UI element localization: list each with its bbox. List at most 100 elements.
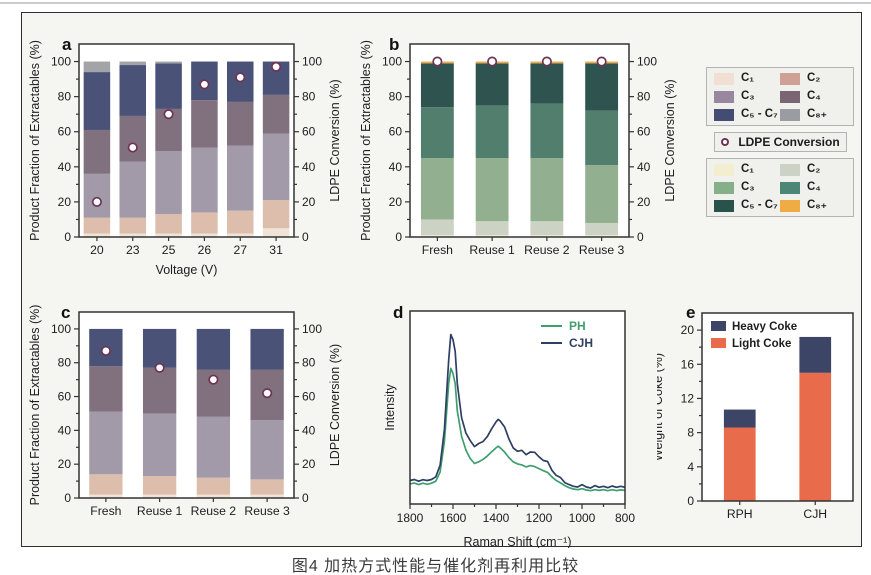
chart-text: CJH xyxy=(803,507,827,521)
chart-text: 80 xyxy=(389,90,403,104)
bar-segment-C4 xyxy=(119,115,147,162)
bar-segment-C1 xyxy=(89,494,123,498)
bar-segment-C2 xyxy=(585,222,619,236)
ph-spectrum-line xyxy=(409,367,626,492)
bar-segment-C5-C7 xyxy=(142,328,177,368)
legend-item-label: C₅ - C₇ xyxy=(741,199,778,211)
ldpe-conversion-point xyxy=(163,109,174,120)
legend-item: C₅ - C₇ xyxy=(714,108,780,121)
chart-text: 60 xyxy=(302,390,316,404)
legend-item-label: C₄ xyxy=(807,181,821,193)
chart-text: 1200 xyxy=(526,511,553,525)
chart-text: Heavy Coke xyxy=(732,321,797,333)
bar-segment-C5-C7 xyxy=(420,63,454,108)
bar-segment-C5-C7 xyxy=(250,328,284,370)
chart-text: Reuse 2 xyxy=(524,243,570,257)
legend-color-swatch xyxy=(714,181,734,194)
chart-text: 8 xyxy=(687,426,694,440)
bar-segment-C5-C7 xyxy=(585,63,619,111)
legend-color-swatch xyxy=(780,181,800,194)
bar-segment-C2 xyxy=(83,217,111,234)
chart-text: 23 xyxy=(126,243,140,257)
chart-text: Product Fraction of Extractables (%) xyxy=(28,305,42,506)
bar-segment-C1 xyxy=(585,235,619,237)
chart-text: 20 xyxy=(681,323,695,337)
chart-text: Intensity xyxy=(383,383,397,430)
ldpe-conversion-point xyxy=(541,56,552,67)
bar-segment-C2 xyxy=(89,474,123,495)
chart-text: 1600 xyxy=(440,511,467,525)
chart-text: CJH xyxy=(569,336,593,350)
bar-segment-C8+ xyxy=(83,61,111,73)
legend-color-swatch xyxy=(780,163,800,176)
legend-item: C₈₊ xyxy=(780,108,846,121)
legend-color-swatch xyxy=(714,72,734,85)
chart-text: Reuse 2 xyxy=(191,504,237,518)
chart-text: LDPE Conversion (%) xyxy=(663,79,677,201)
chart-text: 26 xyxy=(198,243,212,257)
bar-segment-Heavy Coke xyxy=(723,409,756,428)
bar-segment-C3 xyxy=(250,420,284,480)
figure-caption: 图4 加热方式性能与催化剂再利用比较 xyxy=(291,558,580,575)
bar-segment-C1 xyxy=(191,233,218,237)
bar-segment-C3 xyxy=(530,158,564,222)
chart-text: Fresh xyxy=(90,504,121,518)
bar-segment-C3 xyxy=(585,165,619,223)
legend-item-label: C₂ xyxy=(807,163,821,175)
panel-b-label: b xyxy=(389,35,400,54)
bar-segment-C4 xyxy=(475,105,509,159)
panel-c-label: c xyxy=(61,303,71,322)
cjh-spectrum-line xyxy=(409,333,626,489)
bar-segment-C4 xyxy=(83,129,111,174)
chart-text: 80 xyxy=(302,356,316,370)
legend-item-label: C₃ xyxy=(741,90,755,102)
ldpe-conversion-point xyxy=(100,345,111,356)
chart-text: 0 xyxy=(64,230,71,244)
bar-segment-C5-C7 xyxy=(475,63,509,106)
bar-segment-C5-C7 xyxy=(530,63,564,104)
bar-segment-C2 xyxy=(250,479,284,495)
bar-segment-C2 xyxy=(155,214,182,234)
chart-text: 60 xyxy=(389,125,403,139)
bar-segment-C2 xyxy=(420,219,454,236)
ldpe-conversion-point xyxy=(127,142,138,153)
chart-text: Fresh xyxy=(422,243,453,257)
legend-item-label: C₃ xyxy=(741,181,755,193)
legend-item-label: C₈₊ xyxy=(807,199,827,211)
chart-text: Reuse 3 xyxy=(244,504,290,518)
panel-e-coke-bar-chart: RPH CJH 0 4 8 12 16 20 Heavy Coke Light Coke Weigh… xyxy=(657,312,854,521)
bar-segment-C2 xyxy=(530,221,564,236)
chart-text: 80 xyxy=(302,90,316,104)
chart-text: RPH xyxy=(727,507,753,521)
bar-segment-C3 xyxy=(196,416,231,478)
chart-text: 40 xyxy=(58,423,72,437)
bar-segment-C5-C7 xyxy=(119,65,147,116)
legend-swatch-Heavy Coke xyxy=(711,321,726,331)
chart-text: 20 xyxy=(58,195,72,209)
legend-color-swatch xyxy=(714,108,734,121)
bar-segment-C3 xyxy=(475,158,509,222)
ldpe-conversion-point xyxy=(487,56,498,67)
legend-color-swatch xyxy=(714,90,734,103)
chart-text: 12 xyxy=(681,391,695,405)
bar-segment-C3 xyxy=(191,147,218,213)
panel-c-stacked-bar-chart: Fresh Reuse 1 Reuse 2 Reuse 3 0 0 20 20 40 40 60 60… xyxy=(28,305,342,518)
bar-segment-C4 xyxy=(585,110,619,166)
chart-text: 100 xyxy=(51,55,71,69)
page-top-divider xyxy=(0,2,871,4)
chart-text: Product Fraction of Extractables (%) xyxy=(28,40,42,241)
chart-text: PH xyxy=(569,319,586,333)
bar-segment-C4 xyxy=(89,366,123,412)
legend-products-plasma: C₁ C₂ C₃ C₄ C₅ - C₇ C₈₊ xyxy=(706,158,854,217)
panel-b-stacked-bar-chart: Fresh Reuse 1 Reuse 2 Reuse 3 0 0 20 20 40 40 60 60… xyxy=(359,40,677,257)
legend-products-joule: C₁ C₂ C₃ C₄ C₅ - C₇ C₈₊ xyxy=(706,67,854,126)
panel-a-stacked-bar-chart: 20 23 25 26 27 31 0 0 20 20 40 40 60 60 80 80 100 100 Volt… xyxy=(28,40,342,277)
chart-text: Voltage (V) xyxy=(156,263,218,277)
ldpe-conversion-point xyxy=(199,79,210,90)
ldpe-conversion-point xyxy=(208,374,219,385)
bar-segment-C4 xyxy=(226,101,254,146)
bar-segment-C3 xyxy=(226,145,254,211)
bar-segment-C4 xyxy=(530,103,564,159)
chart-text: 40 xyxy=(389,160,403,174)
bar-segment-C2 xyxy=(142,476,177,495)
